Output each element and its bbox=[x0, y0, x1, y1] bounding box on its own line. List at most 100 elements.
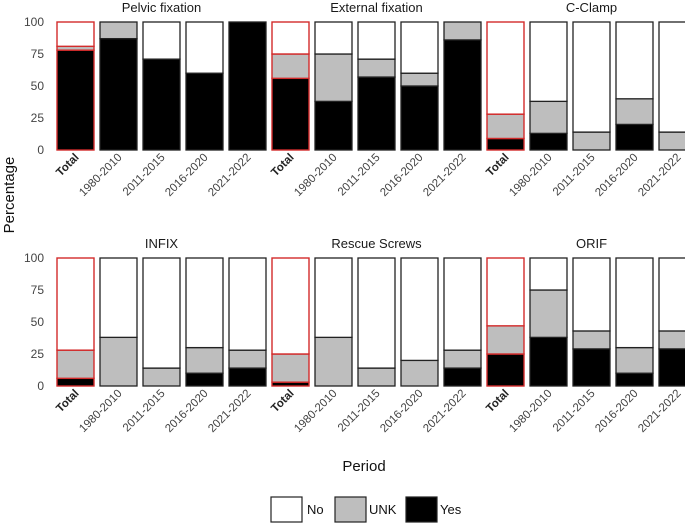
y-tick-label: 25 bbox=[31, 111, 45, 125]
x-tick-label: 1980-2010 bbox=[507, 388, 554, 435]
x-tick-label: 2016-2020 bbox=[378, 388, 425, 435]
bar-segment-no bbox=[400, 257, 439, 362]
x-tick-label: Total bbox=[269, 152, 296, 179]
bar-segment-unk bbox=[271, 353, 310, 383]
panel-2: External fixation Total1980-20102011-2015… bbox=[269, 0, 482, 199]
bar-segment-no bbox=[185, 21, 224, 74]
panel-title: Rescue Screws bbox=[331, 236, 422, 251]
bar-segment-unk bbox=[185, 346, 224, 374]
bar-segment-yes bbox=[443, 367, 482, 387]
x-tick-label: 1980-2010 bbox=[77, 388, 124, 435]
bar-segment-unk bbox=[271, 53, 310, 80]
x-tick-label: 2011-2015 bbox=[336, 152, 383, 199]
bar-segment-no bbox=[615, 21, 654, 100]
bar-segment-no bbox=[271, 21, 310, 55]
bar-segment-unk bbox=[99, 21, 138, 40]
x-tick-label: Total bbox=[269, 388, 296, 415]
bar-segment-no bbox=[400, 21, 439, 74]
bar-segment-yes bbox=[271, 77, 310, 151]
legend-label-unk: UNK bbox=[369, 502, 397, 517]
x-tick-label: 2021-2022 bbox=[206, 388, 253, 435]
bar-segment-no bbox=[185, 257, 224, 349]
bar-segment-no bbox=[529, 21, 568, 103]
bar-segment-unk bbox=[56, 349, 95, 380]
bar-segment-yes bbox=[56, 49, 95, 151]
panel-5: Rescue Screws Total1980-20102011-20152016… bbox=[269, 236, 482, 435]
bar-segment-yes bbox=[615, 123, 654, 151]
bar-segment-no bbox=[142, 21, 181, 60]
bar-segment-unk bbox=[572, 131, 611, 151]
bar-segment-no bbox=[658, 21, 685, 133]
x-tick-label: 2011-2015 bbox=[336, 388, 383, 435]
bar-segment-no bbox=[357, 21, 396, 60]
x-tick-label: 2021-2022 bbox=[636, 152, 683, 199]
bar-segment-yes bbox=[357, 76, 396, 151]
bar-segment-no bbox=[228, 257, 267, 351]
y-tick-label: 100 bbox=[24, 251, 44, 265]
x-tick-label: 2011-2015 bbox=[121, 152, 168, 199]
y-tick-label: 75 bbox=[31, 283, 45, 297]
bar-segment-unk bbox=[658, 131, 685, 151]
legend-label-no: No bbox=[307, 502, 324, 517]
x-tick-label: 2021-2022 bbox=[206, 152, 253, 199]
panel-1: Pelvic fixation0255075100Total1980-20102… bbox=[24, 0, 267, 199]
x-tick-label: Total bbox=[484, 152, 511, 179]
bar-segment-yes bbox=[99, 37, 138, 151]
bar-segment-unk bbox=[142, 367, 181, 387]
bar-segment-yes bbox=[185, 72, 224, 151]
y-tick-label: 25 bbox=[31, 347, 45, 361]
bar-segment-no bbox=[314, 21, 353, 55]
panel-title: External fixation bbox=[330, 0, 423, 15]
x-tick-label: 1980-2010 bbox=[292, 152, 339, 199]
bar-segment-unk bbox=[357, 58, 396, 78]
x-tick-label: 2016-2020 bbox=[163, 152, 210, 199]
bar-segment-no bbox=[615, 257, 654, 349]
bar-segment-no bbox=[56, 21, 95, 48]
x-tick-label: 2021-2022 bbox=[636, 388, 683, 435]
bar-segment-no bbox=[271, 257, 310, 355]
bar-segment-no bbox=[56, 257, 95, 351]
x-tick-label: Total bbox=[484, 388, 511, 415]
bar-segment-no bbox=[142, 257, 181, 369]
legend-swatch-unk bbox=[334, 496, 367, 523]
x-tick-label: 1980-2010 bbox=[507, 152, 554, 199]
x-tick-label: 1980-2010 bbox=[292, 388, 339, 435]
panel-title: C-Clamp bbox=[566, 0, 617, 15]
y-tick-label: 75 bbox=[31, 47, 45, 61]
y-tick-label: 0 bbox=[37, 379, 44, 393]
bar-segment-yes bbox=[529, 336, 568, 387]
x-tick-label: 2016-2020 bbox=[378, 152, 425, 199]
bar-segment-unk bbox=[400, 359, 439, 387]
x-tick-label: 2016-2020 bbox=[593, 152, 640, 199]
bar-segment-unk bbox=[529, 289, 568, 339]
bar-segment-unk bbox=[228, 349, 267, 369]
bar-segment-unk bbox=[400, 72, 439, 87]
panels: Pelvic fixation0255075100Total1980-20102… bbox=[24, 0, 685, 435]
bar-segment-unk bbox=[314, 53, 353, 103]
bar-segment-yes bbox=[615, 372, 654, 387]
bar-segment-unk bbox=[443, 21, 482, 41]
bar-segment-yes bbox=[56, 377, 95, 387]
bar-segment-yes bbox=[572, 348, 611, 387]
x-tick-label: Total bbox=[54, 152, 81, 179]
bar-segment-no bbox=[357, 257, 396, 369]
x-tick-label: Total bbox=[54, 388, 81, 415]
bar-segment-yes bbox=[228, 21, 267, 151]
x-tick-label: 2011-2015 bbox=[551, 388, 598, 435]
bar-segment-unk bbox=[443, 349, 482, 369]
y-tick-label: 50 bbox=[31, 315, 45, 329]
bar-segment-no bbox=[99, 257, 138, 339]
bar-segment-unk bbox=[529, 100, 568, 135]
x-tick-label: 2016-2020 bbox=[593, 388, 640, 435]
bar-segment-unk bbox=[615, 346, 654, 374]
panel-6: ORIF Total1980-20102011-20152016-20202021… bbox=[484, 236, 685, 435]
bar-segment-yes bbox=[185, 372, 224, 387]
x-tick-label: 2021-2022 bbox=[421, 388, 468, 435]
x-tick-label: 2016-2020 bbox=[163, 388, 210, 435]
bar-segment-unk bbox=[486, 113, 525, 140]
bar-segment-unk bbox=[658, 330, 685, 350]
panel-title: INFIX bbox=[145, 236, 179, 251]
x-tick-label: 2011-2015 bbox=[121, 388, 168, 435]
legend-swatch-yes bbox=[405, 496, 438, 523]
